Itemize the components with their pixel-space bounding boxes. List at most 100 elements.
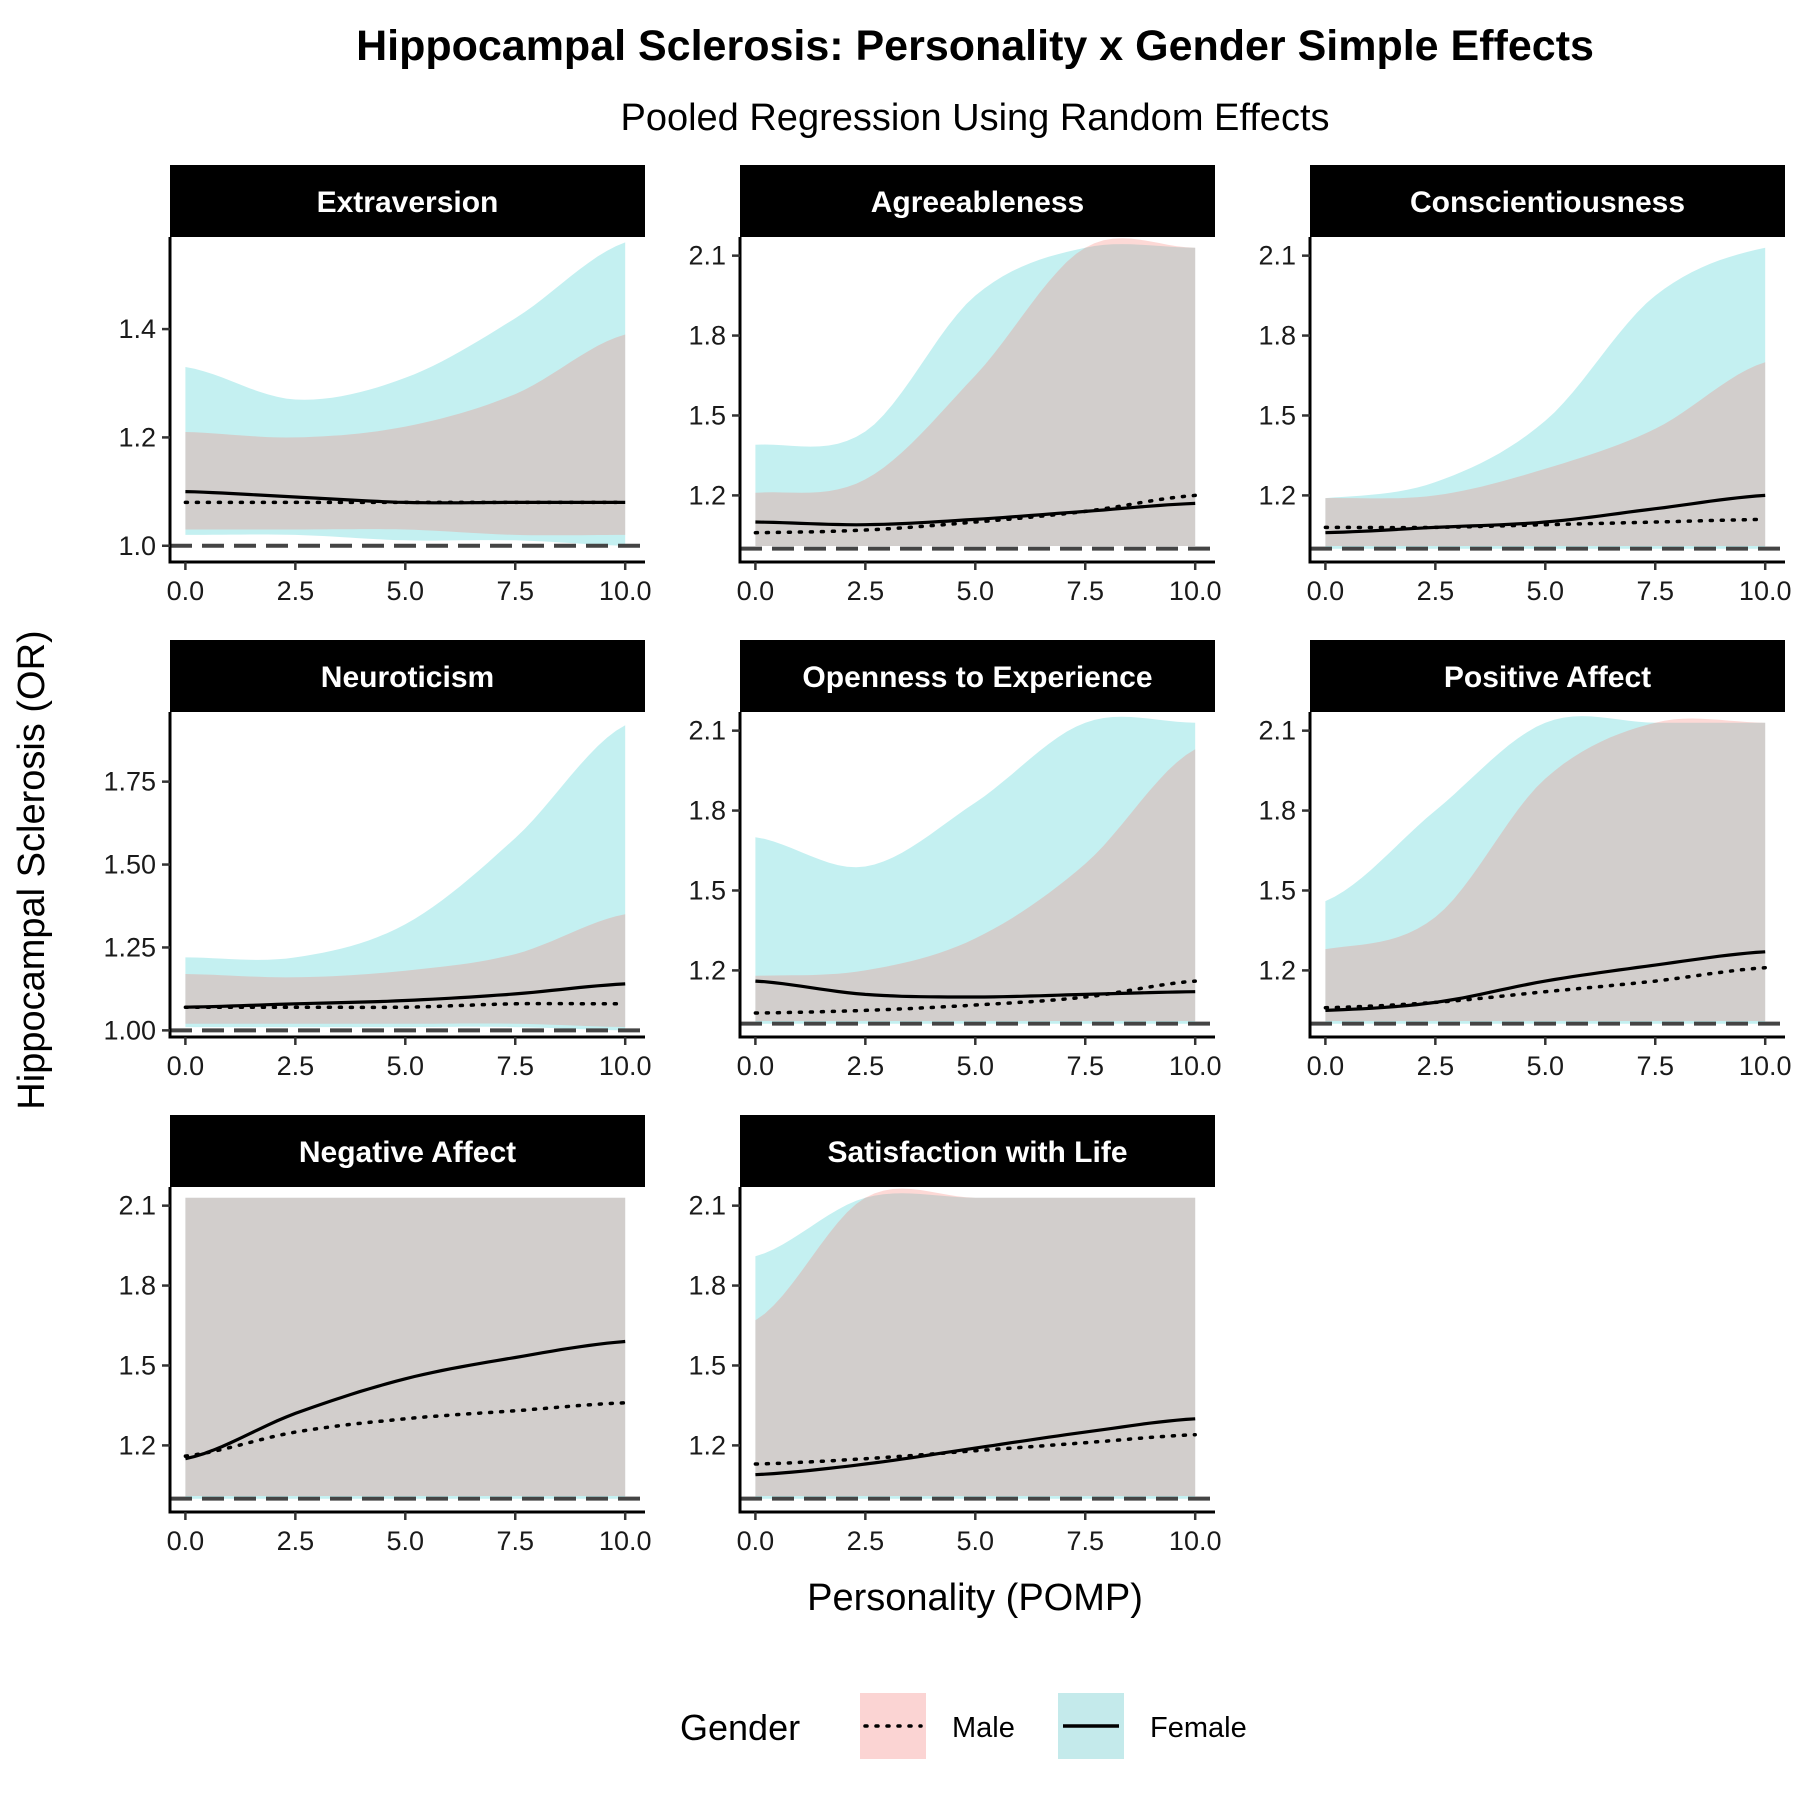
female-line (755, 501, 1196, 527)
x-tick-label: 2.5 (1417, 576, 1455, 606)
x-tick-label: 2.5 (277, 1526, 315, 1556)
y-tick-label: 1.5 (688, 400, 726, 430)
strip-label-conscientiousness: Conscientiousness (1410, 186, 1685, 219)
female-ci-band (755, 1193, 1196, 1499)
female-ci-band (755, 244, 1196, 546)
male-ci-band (755, 749, 1196, 1021)
y-tick-label: 2.1 (118, 1191, 156, 1221)
y-tick-label: 2.1 (688, 716, 726, 746)
y-tick-label: 2.1 (1258, 716, 1296, 746)
x-tick-label: 2.5 (277, 1051, 315, 1081)
panel-openness-to-experience: Openness to Experience 1.2 1.5 1.8 2.1 0.0 2.5… (688, 640, 1221, 1081)
female-ci-band (185, 725, 626, 1031)
legend-label-female: Female (1150, 1712, 1247, 1744)
y-tick-label: 1.5 (1258, 875, 1296, 905)
x-tick-label: 10.0 (1739, 576, 1792, 606)
y-tick-label: 1.00 (103, 1015, 156, 1045)
panel-negative-affect: Negative Affect 1.2 1.5 1.8 2.1 0.0 2.5 5.0 7.5 1… (118, 1115, 651, 1556)
legend-key-male (860, 1693, 926, 1759)
male-line (1323, 517, 1767, 530)
y-tick-label: 2.1 (688, 1191, 726, 1221)
female-line (1325, 493, 1766, 535)
x-tick-label: 10.0 (1739, 1051, 1792, 1081)
y-tick-label: 1.5 (688, 875, 726, 905)
x-tick-label: 2.5 (847, 1051, 885, 1081)
chart-title: Hippocampal Sclerosis: Personality x Gen… (356, 22, 1594, 70)
male-ci-band (755, 238, 1196, 546)
plot-area-satisfaction-with-life (740, 1188, 1215, 1501)
plot-area-neuroticism (170, 725, 645, 1033)
x-tick-label: 7.5 (496, 1051, 534, 1081)
x-tick-label: 2.5 (1417, 1051, 1455, 1081)
x-tick-label: 0.0 (1307, 1051, 1345, 1081)
panel-satisfaction-with-life: Satisfaction with Life 1.2 1.5 1.8 2.1 0.0 2.5… (688, 1115, 1221, 1556)
x-tick-label: 5.0 (957, 1051, 995, 1081)
female-line (755, 979, 1196, 999)
x-tick-label: 0.0 (737, 576, 775, 606)
chart-subtitle: Pooled Regression Using Random Effects (620, 97, 1329, 139)
legend-item-male: Male (860, 1693, 1015, 1759)
x-tick-label: 10.0 (1169, 1526, 1222, 1556)
male-ci-band (185, 914, 626, 1028)
y-tick-label: 1.2 (688, 955, 726, 985)
strip-label-satisfaction-with-life: Satisfaction with Life (827, 1136, 1127, 1169)
x-tick-label: 2.5 (847, 1526, 885, 1556)
x-tick-label: 10.0 (1169, 576, 1222, 606)
y-tick-label: 1.2 (118, 1430, 156, 1460)
strip-label-positive-affect: Positive Affect (1444, 661, 1651, 694)
male-line (753, 979, 1197, 1015)
x-tick-label: 10.0 (599, 576, 652, 606)
y-tick-label: 1.2 (688, 1430, 726, 1460)
y-tick-label: 1.2 (1258, 955, 1296, 985)
female-ci-band (185, 1197, 626, 1499)
plot-area-openness-to-experience (740, 716, 1215, 1026)
plot-area-extraversion (170, 242, 645, 548)
x-tick-label: 0.0 (167, 1051, 205, 1081)
x-tick-label: 0.0 (737, 1051, 775, 1081)
legend-title: Gender (680, 1707, 800, 1748)
x-tick-label: 10.0 (599, 1051, 652, 1081)
strip-label-neuroticism: Neuroticism (321, 661, 494, 694)
panel-extraversion: Extraversion 1.0 1.2 1.4 0.0 2.5 5.0 7.5 10.0 (118, 165, 651, 606)
x-tick-label: 2.5 (277, 576, 315, 606)
strip-openness-to-experience (740, 640, 1215, 712)
y-tick-label: 1.2 (1258, 480, 1296, 510)
y-tick-label: 1.4 (118, 314, 156, 344)
y-tick-label: 1.8 (1258, 321, 1296, 351)
strip-label-agreeableness: Agreeableness (871, 186, 1084, 219)
strip-label-openness-to-experience: Openness to Experience (802, 661, 1152, 694)
strip-agreeableness (740, 165, 1215, 237)
strip-satisfaction-with-life (740, 1115, 1215, 1187)
panel-agreeableness: Agreeableness 1.2 1.5 1.8 2.1 0.0 2.5 5.0 7.5 10.… (688, 165, 1221, 606)
legend: Gender Male Female (680, 1693, 1247, 1759)
x-tick-label: 5.0 (387, 1051, 425, 1081)
legend-label-male: Male (952, 1712, 1015, 1744)
y-tick-label: 1.2 (118, 422, 156, 452)
x-tick-label: 0.0 (737, 1526, 775, 1556)
x-tick-label: 5.0 (1527, 1051, 1565, 1081)
x-tick-label: 5.0 (387, 576, 425, 606)
female-line (185, 982, 626, 1009)
male-line (753, 1432, 1197, 1466)
plot-area-agreeableness (740, 238, 1215, 551)
y-tick-label: 1.75 (103, 767, 156, 797)
y-tick-label: 1.8 (688, 796, 726, 826)
y-tick-label: 1.5 (688, 1350, 726, 1380)
x-tick-label: 5.0 (957, 1526, 995, 1556)
x-tick-label: 0.0 (167, 1526, 205, 1556)
male-line (183, 1401, 627, 1458)
male-ci-band (1325, 362, 1766, 546)
female-ci-band (1325, 716, 1766, 1024)
x-tick-label: 7.5 (1636, 1051, 1674, 1081)
female-ci-band (755, 716, 1196, 1024)
strip-neuroticism (170, 640, 645, 712)
panel-positive-affect: Positive Affect 1.2 1.5 1.8 2.1 0.0 2.5 5.0 7.5 1… (1258, 640, 1791, 1081)
x-tick-label: 7.5 (496, 1526, 534, 1556)
x-tick-label: 7.5 (1066, 1051, 1104, 1081)
y-tick-label: 1.8 (688, 1271, 726, 1301)
x-tick-label: 5.0 (387, 1526, 425, 1556)
male-ci-band (185, 1197, 626, 1496)
x-tick-label: 5.0 (1527, 576, 1565, 606)
